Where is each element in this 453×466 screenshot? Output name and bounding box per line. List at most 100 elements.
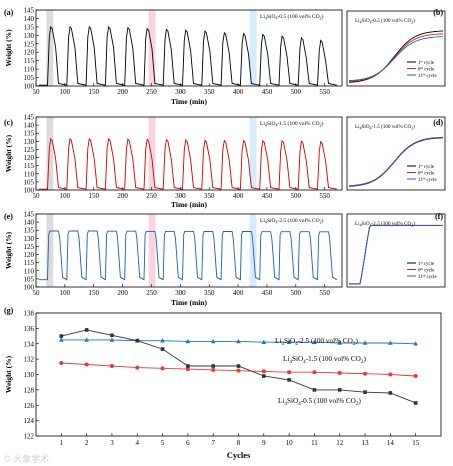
x-tick-label: 1: [60, 439, 64, 447]
data-point: [185, 367, 190, 372]
y-tick-label: 120: [24, 49, 35, 57]
y-tick-label: 100: [24, 83, 35, 91]
highlight-band: [249, 10, 257, 86]
x-tick-label: 500: [291, 192, 302, 200]
data-point: [160, 366, 165, 371]
data-point: [135, 338, 140, 343]
data-point: [261, 369, 266, 374]
y-tick-label: 130: [24, 32, 35, 40]
legend-label: 11th cycle: [418, 176, 437, 183]
data-point: [362, 340, 368, 345]
y-tick-label: 105: [24, 178, 35, 186]
data-point: [84, 328, 89, 332]
panel-annotation: Li4SiO4-1.5 (100 vol% CO2): [355, 123, 415, 130]
panel-letter: (f): [435, 212, 443, 221]
data-point: [160, 338, 165, 343]
panel-annotation: Li4SiO4-2.5 (100 vol% CO2): [355, 220, 415, 227]
data-point: [59, 360, 64, 365]
y-tick-label: 124: [24, 417, 35, 425]
x-tick-label: 12: [336, 439, 344, 447]
y-axis-label: Weight (%): [4, 134, 13, 172]
y-axis-label: Weight (%): [4, 231, 13, 269]
y-tick-label: 126: [24, 402, 35, 410]
x-tick-label: 500: [291, 88, 302, 96]
y-tick-label: 110: [24, 66, 35, 74]
plot-frame: [35, 116, 343, 191]
series-label: Li4SiO4-1.5 (100 vol% CO2): [283, 355, 366, 365]
y-tick-label: 132: [24, 356, 35, 364]
y-tick-label: 115: [24, 162, 35, 170]
y-tick-label: 135: [24, 227, 35, 235]
data-point: [160, 347, 165, 351]
y-tick-label: 110: [24, 267, 35, 275]
legend-label: 11th cycle: [418, 273, 437, 280]
highlight-band: [46, 117, 54, 190]
legend-label: 1st cycle: [418, 163, 434, 170]
y-tick-label: 145: [24, 211, 35, 219]
y-tick-label: 145: [24, 114, 35, 122]
x-tick-label: 450: [262, 88, 273, 96]
y-tick-label: 115: [24, 57, 35, 65]
data-point: [312, 339, 317, 345]
data-point: [59, 334, 64, 338]
y-tick-label: 125: [24, 146, 35, 154]
panel-annotation: Li4SiO4-0.5 (100 vol% CO2): [260, 13, 324, 21]
panel-annotation: Li4SiO4-1.5 (100 vol% CO2): [260, 120, 324, 128]
x-tick-label: 9: [262, 439, 266, 447]
y-tick-label: 120: [24, 154, 35, 162]
x-tick-label: 150: [88, 289, 99, 297]
highlight-band: [148, 214, 156, 287]
data-point: [186, 364, 190, 368]
series-line: [38, 230, 338, 281]
y-tick-label: 122: [24, 433, 35, 441]
x-tick-label: 550: [319, 88, 330, 96]
legend-label: 6th cycle: [418, 170, 434, 177]
highlight-band: [148, 117, 156, 190]
data-point: [287, 370, 292, 375]
plot-frame: [346, 116, 446, 191]
y-tick-label: 105: [24, 275, 35, 283]
x-tick-label: 100: [60, 192, 71, 200]
x-tick-label: 50: [33, 88, 41, 96]
data-point: [261, 339, 267, 345]
y-tick-label: 136: [24, 325, 35, 333]
x-tick-label: 200: [117, 88, 128, 96]
panel-letter: (g): [4, 306, 14, 315]
y-tick-label: 138: [24, 310, 35, 318]
legend-label: 1st cycle: [418, 260, 434, 267]
highlight-band: [46, 10, 54, 86]
data-point: [84, 362, 89, 367]
data-point: [286, 339, 292, 345]
x-tick-label: 200: [117, 192, 128, 200]
legend-label: 11th cycle: [418, 72, 437, 79]
data-point: [236, 364, 241, 368]
y-tick-label: 125: [24, 243, 35, 251]
x-tick-label: 500: [291, 289, 302, 297]
x-tick-label: 450: [262, 192, 273, 200]
data-point: [110, 333, 114, 338]
y-tick-label: 140: [24, 122, 35, 130]
y-tick-label: 140: [24, 219, 35, 227]
legend-label: 1st cycle: [418, 59, 434, 66]
data-point: [388, 391, 393, 395]
y-tick-label: 134: [24, 340, 35, 348]
x-tick-label: 400: [233, 289, 244, 297]
data-point: [109, 337, 115, 342]
data-point: [413, 341, 418, 346]
x-tick-label: 15: [412, 439, 420, 447]
x-tick-label: 2: [85, 439, 89, 447]
x-axis-label: Cycles: [227, 450, 251, 460]
x-tick-label: 300: [175, 192, 186, 200]
x-tick-label: 250: [146, 289, 157, 297]
x-tick-label: 4: [136, 439, 140, 447]
y-tick-label: 120: [24, 251, 35, 259]
watermark: © 大象学术: [4, 454, 50, 464]
legend-label: 6th cycle: [418, 267, 434, 274]
highlight-band: [249, 117, 257, 190]
plot-frame: [346, 10, 446, 87]
plot-frame: [346, 213, 446, 288]
x-tick-label: 7: [211, 439, 215, 447]
